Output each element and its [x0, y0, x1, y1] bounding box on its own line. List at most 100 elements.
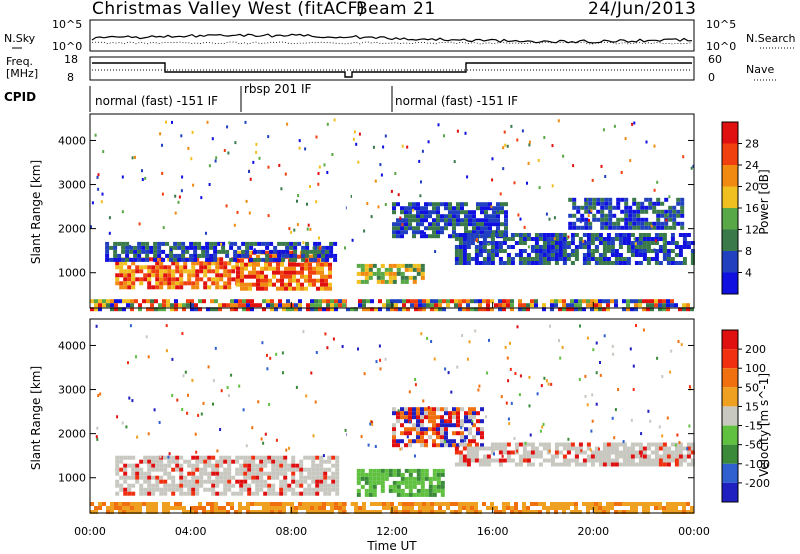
power-cell-band6 [576, 209, 581, 214]
velocity-cell-band4 [118, 510, 122, 514]
power-cell-band0 [179, 265, 184, 270]
velocity-cell-band0 [291, 487, 296, 492]
power-scatter-cell [528, 140, 531, 144]
velocity-cell-band0 [303, 475, 308, 480]
velocity-cell-band2 [456, 443, 460, 448]
velocity-cell-band2 [444, 427, 448, 432]
velocity-cell-band2 [464, 427, 468, 432]
velocity-cell-band1 [384, 468, 389, 473]
velocity-cell-band0 [211, 479, 216, 484]
velocity-cell-band0 [259, 475, 264, 480]
velocity-cell-band0 [187, 479, 192, 484]
power-cell-band2 [277, 249, 282, 254]
velocity-cell-band0 [207, 487, 212, 492]
power-cell-band2 [177, 241, 182, 246]
power-cell-band5 [602, 237, 607, 241]
velocity-cell-band4 [238, 506, 242, 510]
velocity-cell-band0 [279, 471, 284, 476]
velocity-scatter-cell [504, 345, 507, 349]
power-cell-band3 [356, 263, 361, 268]
velocity-cell-band0 [327, 491, 332, 496]
velocity-cell-band3 [598, 462, 603, 467]
velocity-scatter-cell [543, 376, 546, 380]
power-cell-band6 [572, 213, 577, 218]
power-cell-band5 [630, 233, 635, 237]
velocity-cell-band3 [578, 446, 583, 451]
velocity-cell-band3 [594, 446, 599, 451]
power-cell-band1 [296, 282, 300, 287]
power-cell-band5 [614, 233, 619, 237]
power-cell-band1 [312, 270, 316, 275]
power-cell-band5 [494, 241, 499, 245]
velocity-cell-band0 [275, 475, 280, 480]
power-cell-band7 [306, 307, 310, 312]
power-cell-band5 [658, 245, 663, 249]
velocity-scatter-cell [408, 390, 411, 394]
power-scatter-cell [456, 129, 459, 133]
power-cell-band6 [600, 209, 605, 214]
power-scatter-cell [653, 248, 656, 252]
power-scatter-cell [331, 153, 334, 156]
power-cell-band5 [454, 233, 459, 237]
power-cell-band5 [530, 237, 535, 241]
power-cell-band6 [584, 209, 589, 214]
power-cell-band5 [598, 237, 603, 241]
velocity-cell-band2 [420, 443, 424, 448]
velocity-cell-band3 [682, 458, 687, 463]
velocity-scatter-cell [485, 415, 487, 419]
power-scatter-cell [690, 166, 693, 170]
velocity-cell-band0 [187, 463, 192, 468]
velocity-cell-band2 [476, 411, 480, 416]
velocity-cell-band0 [323, 491, 328, 496]
power-cell-band2 [153, 241, 158, 246]
velocity-cell-band4 [266, 510, 270, 514]
power-cell-band3 [380, 271, 385, 276]
power-cell-band5 [482, 241, 487, 245]
velocity-cell-band1 [416, 488, 421, 493]
power-cell-band2 [297, 241, 302, 246]
velocity-cell-band4 [122, 502, 126, 506]
power-cell-band1 [328, 270, 332, 275]
power-cell-band2 [133, 257, 138, 262]
power-cell-band3 [404, 279, 409, 284]
velocity-cell-band0 [227, 475, 232, 480]
power-cell-band7 [406, 307, 410, 312]
velocity-cell-band4 [630, 506, 634, 510]
velocity-cell-band4 [414, 502, 418, 506]
power-cell-band4 [452, 226, 456, 231]
power-cell-band2 [149, 249, 154, 254]
velocity-cell-band4 [642, 506, 646, 510]
velocity-cell-band0 [203, 471, 208, 476]
velocity-cell-band3 [626, 446, 631, 451]
velocity-colorbar-tick-label: 100 [745, 362, 766, 375]
power-cell-band7 [206, 307, 210, 312]
velocity-cell-band2 [408, 407, 412, 412]
velocity-cell-band0 [171, 475, 176, 480]
velocity-cell-band3 [594, 450, 599, 455]
velocity-cell-band3 [666, 446, 671, 451]
velocity-cell-band4 [394, 510, 398, 514]
power-cell-band0 [147, 257, 152, 262]
velocity-scatter-cell [443, 440, 446, 444]
velocity-cell-band1 [380, 488, 385, 493]
power-cell-band7 [230, 303, 234, 308]
velocity-cell-band3 [630, 450, 635, 455]
power-cell-band5 [490, 245, 495, 249]
velocity-cell-band0 [283, 467, 288, 472]
velocity-scatter-cell [541, 425, 544, 429]
power-cell-band5 [682, 233, 687, 237]
power-cell-band7 [542, 303, 546, 308]
power-cell-band6 [648, 197, 653, 202]
power-cell-band2 [193, 253, 198, 258]
power-cell-band7 [566, 307, 570, 312]
power-cell-band5 [622, 233, 627, 237]
velocity-cell-band0 [327, 467, 332, 472]
power-cell-band7 [170, 303, 174, 308]
power-cell-band4 [396, 218, 400, 223]
power-scatter-cell [227, 151, 230, 155]
power-heatmap [90, 114, 695, 312]
velocity-cell-band0 [195, 475, 200, 480]
power-cell-band3 [392, 271, 397, 276]
power-cell-band5 [686, 241, 691, 245]
